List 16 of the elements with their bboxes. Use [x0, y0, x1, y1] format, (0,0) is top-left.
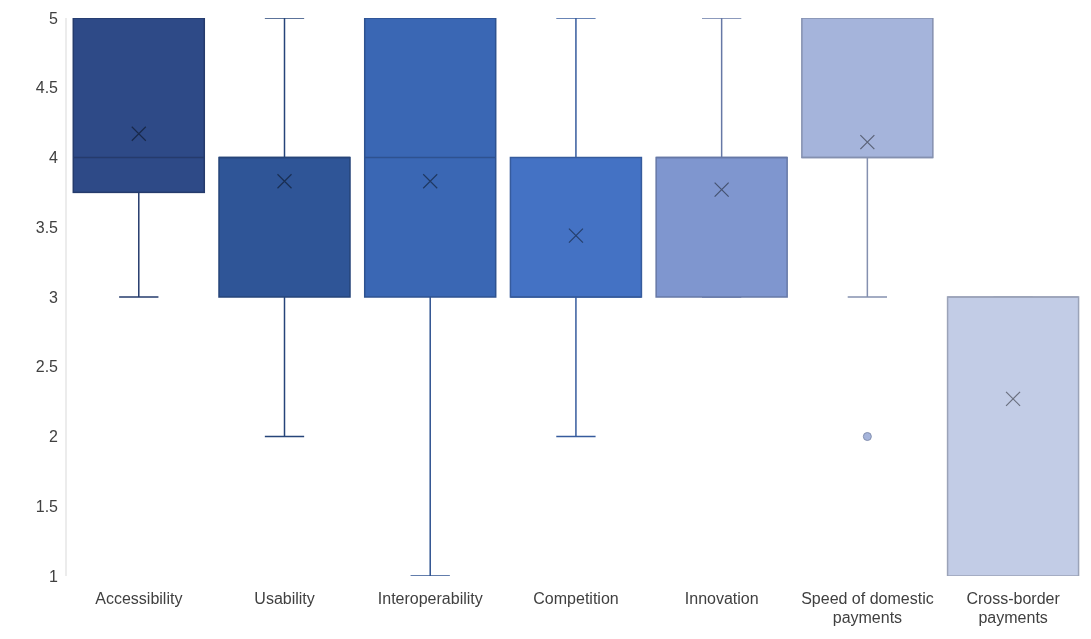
y-tick-label: 2.5	[35, 358, 59, 376]
x-tick-label: Accessibility	[95, 590, 183, 607]
x-tick-label: Usability	[254, 590, 315, 607]
y-tick-label: 4.5	[35, 79, 59, 97]
x-tick-label: Competition	[533, 590, 619, 607]
y-tick-label: 3.5	[35, 218, 59, 236]
y-tick-label: 1	[49, 567, 59, 585]
y-tick-label: 3	[49, 288, 59, 306]
y-tick-label: 2	[49, 428, 59, 446]
x-tick-label: Speed of domestic payments	[801, 590, 934, 626]
x-tick-label: Interoperability	[377, 590, 483, 607]
x-tick-label: Cross-border payments	[966, 590, 1061, 626]
y-tick-label: 1.5	[35, 497, 59, 515]
y-tick-label: 5	[49, 9, 59, 27]
x-tick-label: Innovation	[684, 590, 759, 607]
y-tick-label: 4	[49, 149, 59, 167]
